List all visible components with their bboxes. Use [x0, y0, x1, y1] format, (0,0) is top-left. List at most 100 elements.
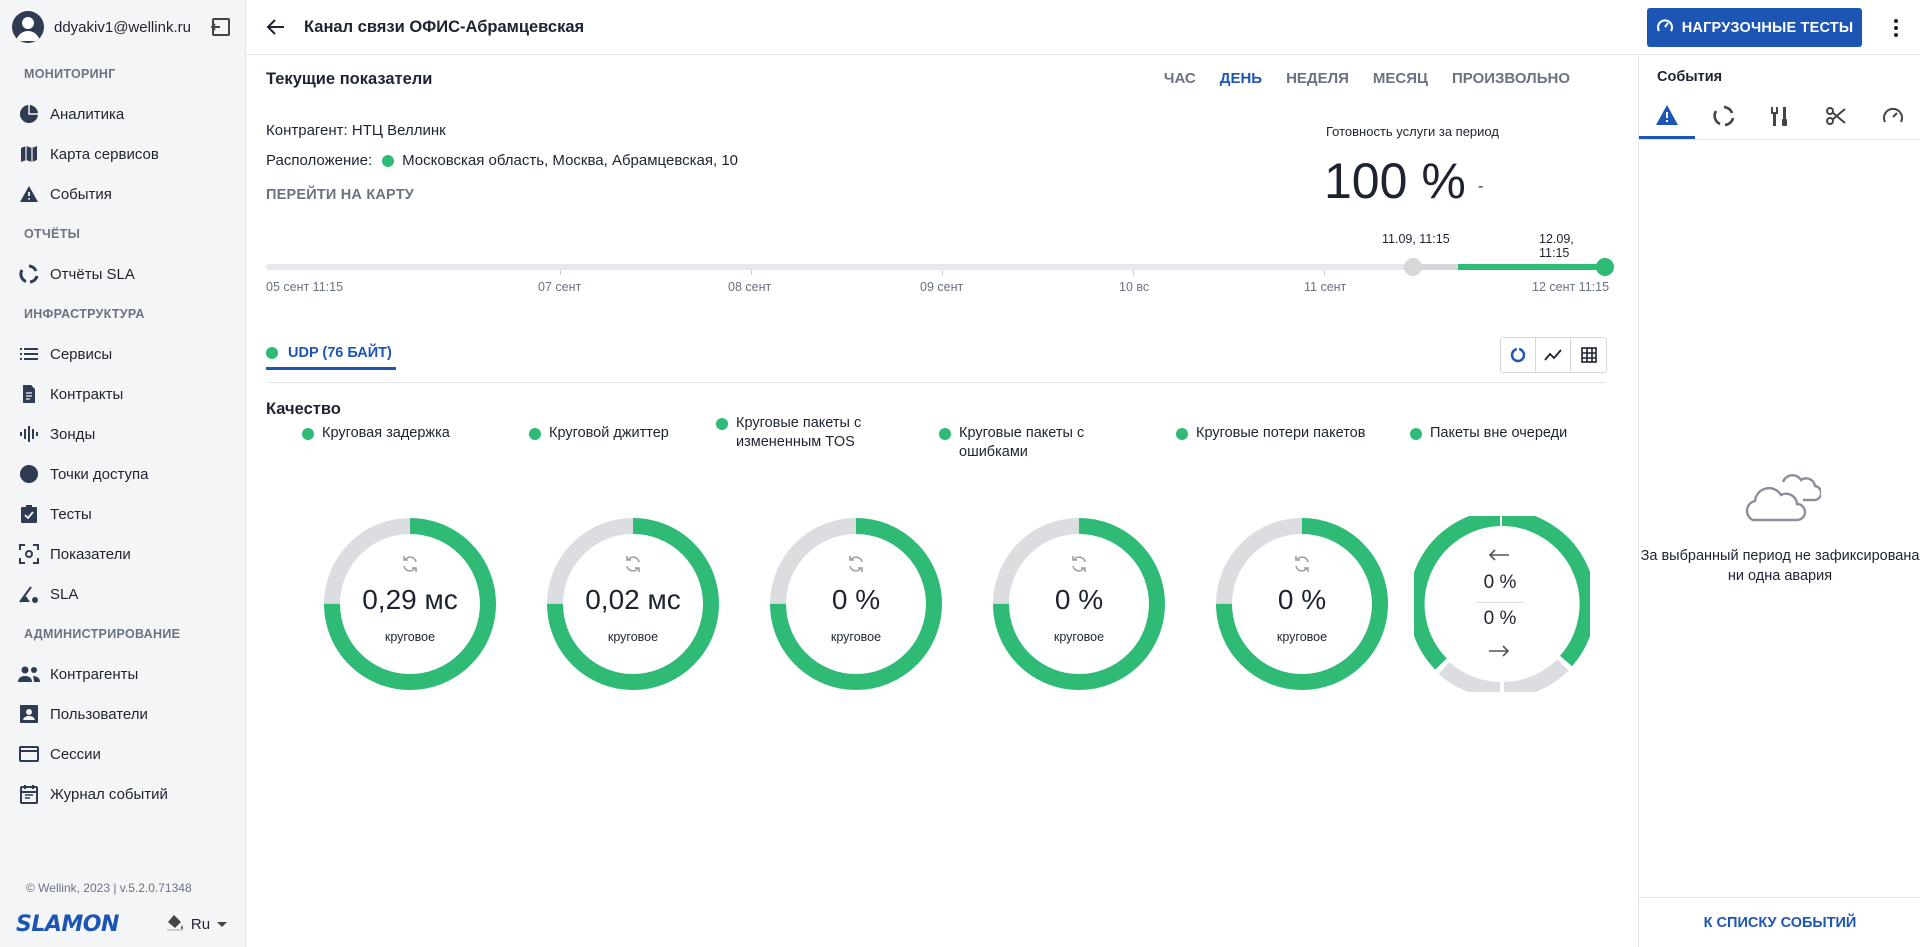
sidebar-item-label: Сервисы	[50, 345, 113, 363]
map-icon	[18, 143, 40, 165]
tab-hour[interactable]: ЧАС	[1163, 70, 1196, 87]
sidebar-item-event-log[interactable]: Журнал событий	[0, 774, 245, 814]
metric-card: Круговые пакеты с ошибками 0 % круговое	[939, 424, 1171, 690]
timeline-selection	[1458, 264, 1606, 270]
tab-custom[interactable]: ПРОИЗВОЛЬНО	[1452, 70, 1570, 87]
sidebar-item-sessions[interactable]: Сессии	[0, 734, 245, 774]
timeline-start-handle[interactable]	[1404, 258, 1422, 276]
out-of-order-gauge	[1414, 516, 1590, 692]
back-arrow-icon[interactable]	[264, 15, 288, 39]
sidebar-item-events[interactable]: События	[0, 174, 245, 214]
list-icon	[18, 343, 40, 365]
metric-gauge	[770, 518, 942, 690]
sidebar: ddyakiv1@wellink.ru МОНИТОРИНГ Аналитика…	[0, 0, 246, 947]
user-card-icon	[18, 703, 40, 725]
sidebar-item-contracts[interactable]: Контракты	[0, 374, 245, 414]
sidebar-item-label: Сессии	[50, 745, 101, 763]
tab-week[interactable]: НЕДЕЛЯ	[1286, 70, 1349, 87]
copyright: © Wellink, 2023 | v.5.2.0.71348	[26, 881, 192, 895]
timeline-grey-segment	[1414, 264, 1458, 270]
sidebar-item-indicators[interactable]: Показатели	[0, 534, 245, 574]
selection-end-label: 12.09, 11:15	[1539, 232, 1574, 260]
sidebar-item-tests[interactable]: Тесты	[0, 494, 245, 534]
window-icon	[18, 743, 40, 765]
period-tabs: ЧАС ДЕНЬ НЕДЕЛЯ МЕСЯЦ ПРОИЗВОЛЬНО	[1164, 70, 1570, 87]
status-dot	[716, 418, 728, 430]
go-to-map-link[interactable]: ПЕРЕЙТИ НА КАРТУ	[266, 187, 415, 203]
people-icon	[18, 663, 40, 685]
arrow-right-icon	[1488, 644, 1510, 663]
timeline-end-handle[interactable]	[1596, 258, 1614, 276]
refresh-icon	[1292, 554, 1312, 574]
sidebar-item-users[interactable]: Пользователи	[0, 694, 245, 734]
sidebar-item-contractors[interactable]: Контрагенты	[0, 654, 245, 694]
period-timeline[interactable]: 11.09, 11:15 12.09, 11:15 05 сент 11:15 …	[266, 226, 1614, 294]
line-chart-view-icon[interactable]	[1536, 338, 1571, 372]
sidebar-item-label: Тесты	[50, 505, 92, 523]
tab-day[interactable]: ДЕНЬ	[1219, 70, 1263, 87]
status-dot	[1176, 428, 1188, 440]
sidebar-item-label: Пользователи	[50, 705, 148, 723]
main-content: Текущие показатели ЧАС ДЕНЬ НЕДЕЛЯ МЕСЯЦ…	[266, 56, 1614, 947]
metric-label-text: Пакеты вне очереди	[1430, 425, 1568, 441]
sidebar-item-access-points[interactable]: Точки доступа	[0, 454, 245, 494]
events-title: События	[1657, 69, 1723, 85]
sidebar-item-sla-reports[interactable]: Отчёты SLA	[0, 254, 245, 294]
metric-card: Круговые потери пакетов 0 % круговое	[1176, 424, 1394, 690]
location-label: Расположение:	[266, 152, 373, 169]
tab-maintenance[interactable]	[1752, 98, 1808, 139]
checklist-icon	[18, 503, 40, 525]
metric-card: Круговой джиттер 0,02 мс круговое	[525, 424, 725, 690]
language-selector[interactable]: Ru	[165, 912, 228, 936]
sidebar-item-sla[interactable]: SLA	[0, 574, 245, 614]
sidebar-item-probes[interactable]: Зонды	[0, 414, 245, 454]
table-view-icon[interactable]	[1571, 338, 1606, 372]
metric-label: Круговые пакеты с измененным TOS	[716, 414, 916, 452]
metric-sub: круговое	[607, 630, 659, 644]
gauge-fill	[1216, 518, 1388, 690]
tab-cuts[interactable]	[1808, 98, 1864, 139]
nav-section-monitoring: МОНИТОРИНГ Аналитика Карта сервисов Собы…	[0, 54, 245, 214]
refresh-icon	[623, 554, 643, 574]
slamon-logo: SLAMON	[16, 911, 119, 937]
tab-performance[interactable]	[1865, 98, 1920, 139]
out-of-order-out-value: 0 %	[1483, 608, 1517, 629]
paint-bucket-icon	[165, 912, 185, 936]
avatar[interactable]	[12, 11, 44, 43]
logout-icon[interactable]	[209, 15, 233, 39]
tab-alarms[interactable]	[1639, 98, 1696, 139]
quality-title: Качество	[266, 400, 341, 418]
metric-label-text: Круговые потери пакетов	[1196, 425, 1366, 441]
tab-month[interactable]: МЕСЯЦ	[1372, 70, 1428, 87]
section-title: ИНФРАСТРУКТУРА	[24, 307, 145, 321]
metric-label-text: Круговая задержка	[322, 425, 450, 441]
cloud-icon	[1741, 470, 1823, 530]
current-indicators-title: Текущие показатели	[266, 70, 433, 88]
sidebar-item-analytics[interactable]: Аналитика	[0, 94, 245, 134]
scan-icon	[18, 543, 40, 565]
tab-cycles[interactable]	[1695, 98, 1751, 139]
page-title: Канал связи ОФИС-Абрамцевская	[304, 17, 585, 36]
nav-section-reports: ОТЧЁТЫ Отчёты SLA	[0, 214, 245, 294]
calendar-icon	[18, 783, 40, 805]
metric-value: 0 %	[1054, 584, 1104, 615]
metric-label: Круговые потери пакетов	[1176, 424, 1376, 443]
top-header: Канал связи ОФИС-Абрамцевская НАГРУЗОЧНЫ…	[246, 0, 1920, 55]
sidebar-item-label: Показатели	[50, 545, 131, 563]
metric-label: Круговые пакеты с ошибками	[939, 424, 1139, 462]
section-title: АДМИНИСТРИРОВАНИЕ	[24, 627, 181, 641]
tab-udp[interactable]: UDP (76 БАЙТ)	[266, 338, 396, 370]
sidebar-item-service-map[interactable]: Карта сервисов	[0, 134, 245, 174]
metric-label-text: Круговые пакеты с ошибками	[959, 425, 1085, 460]
sidebar-item-label: Отчёты SLA	[50, 265, 135, 283]
more-options-icon[interactable]	[1886, 17, 1906, 39]
sidebar-item-services[interactable]: Сервисы	[0, 334, 245, 374]
readiness-value: 100 %	[1324, 153, 1466, 209]
events-list-link[interactable]: К СПИСКУ СОБЫТИЙ	[1639, 897, 1920, 947]
gauge-fill	[993, 518, 1165, 690]
status-dot	[382, 154, 395, 167]
timeline-tick-label: 09 сент	[920, 280, 964, 294]
load-tests-button[interactable]: НАГРУЗОЧНЫЕ ТЕСТЫ	[1647, 8, 1862, 47]
donut-view-icon[interactable]	[1501, 338, 1536, 372]
refresh-icon	[400, 554, 420, 574]
